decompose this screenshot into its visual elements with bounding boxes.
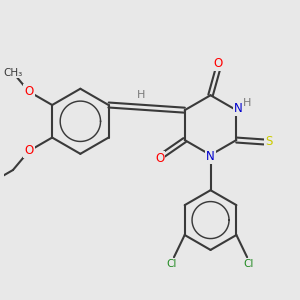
Text: O: O	[24, 85, 34, 98]
Text: N: N	[234, 102, 243, 115]
Text: Cl: Cl	[167, 259, 177, 269]
Text: O: O	[155, 152, 164, 165]
Text: H: H	[243, 98, 251, 108]
Text: O: O	[214, 57, 223, 70]
Text: S: S	[265, 136, 272, 148]
Text: CH₃: CH₃	[3, 68, 22, 77]
Text: Cl: Cl	[244, 259, 254, 269]
Text: N: N	[206, 150, 215, 164]
Text: O: O	[24, 145, 34, 158]
Text: H: H	[137, 90, 145, 100]
